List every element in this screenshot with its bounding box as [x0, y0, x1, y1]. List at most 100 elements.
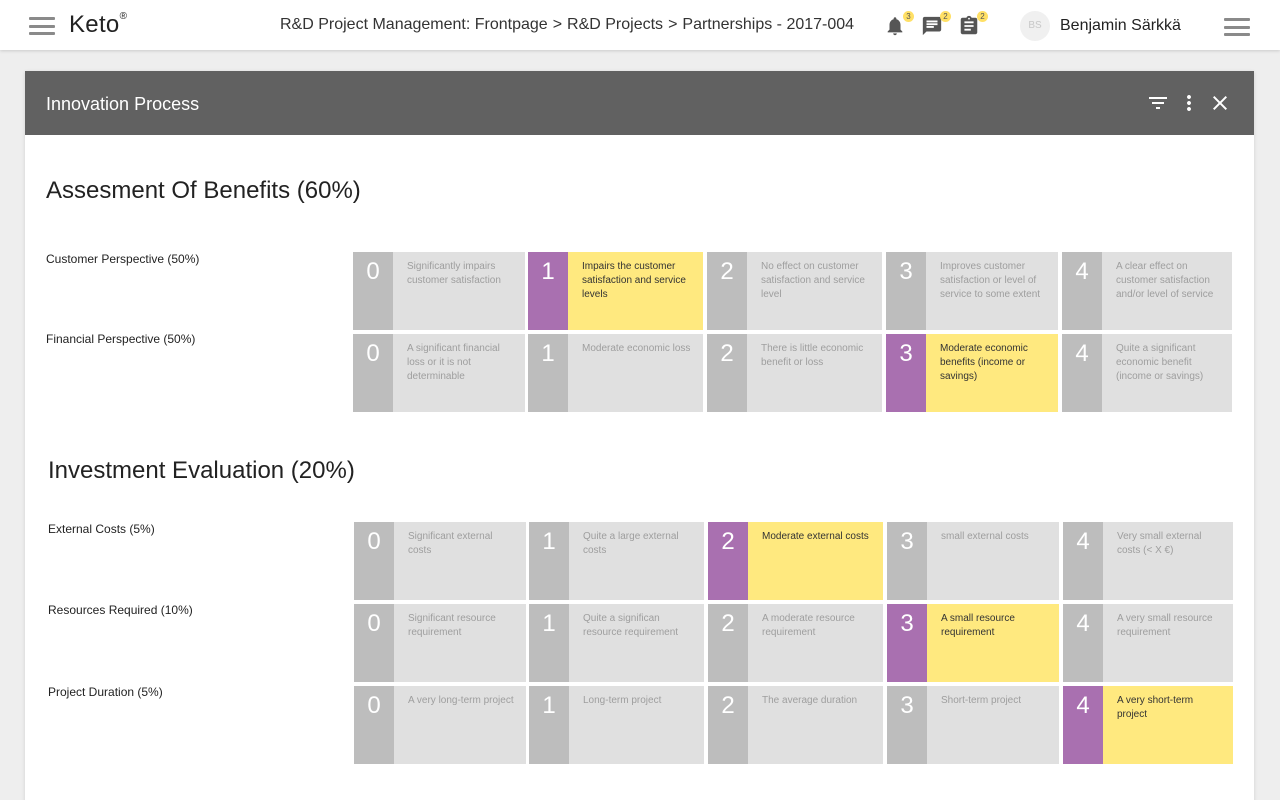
rating-cell[interactable]: 4 A very small resource requirement	[1063, 604, 1233, 682]
rating-cell-selected[interactable]: 1 Impairs the customer satisfaction and s…	[528, 252, 703, 330]
rating-score: 4	[1063, 522, 1103, 600]
rating-score: 3	[886, 334, 926, 412]
rating-score: 2	[708, 522, 748, 600]
top-bar: Keto® R&D Project Management: Frontpage >…	[0, 0, 1280, 50]
bell-icon	[887, 17, 903, 36]
rating-score: 3	[887, 604, 927, 682]
rating-cell[interactable]: 4 A clear effect on customer satisfaction…	[1062, 252, 1232, 330]
rating-description: A moderate resource requirement	[762, 613, 855, 638]
rating-cell-selected[interactable]: 3 A small resource requirement	[887, 604, 1059, 682]
rating-cell-selected[interactable]: 2 Moderate external costs	[708, 522, 883, 600]
breadcrumb-separator: >	[668, 16, 678, 33]
panel-title: Innovation Process	[46, 94, 200, 114]
row-label-resources: Resources Required (10%)	[48, 603, 193, 617]
rating-cell[interactable]: 1 Long-term project	[529, 686, 704, 764]
rating-score: 2	[708, 686, 748, 764]
rating-score: 4	[1062, 334, 1102, 412]
breadcrumb-current: Partnerships - 2017-004	[682, 16, 855, 33]
rating-description: A very short-term project	[1117, 695, 1194, 720]
rating-score: 4	[1063, 604, 1103, 682]
rating-score: 2	[707, 334, 747, 412]
more-vertical-icon	[1187, 95, 1191, 111]
messages-count-badge: 2	[940, 11, 951, 22]
rating-cell-selected[interactable]: 3 Moderate economic benefits (income or s…	[886, 334, 1058, 412]
rating-score: 0	[354, 604, 394, 682]
rating-description: There is little economic benefit or loss	[761, 343, 864, 368]
breadcrumb-frontpage[interactable]: R&D Project Management: Frontpage	[280, 16, 548, 33]
rating-score: 0	[354, 686, 394, 764]
rating-description: A very long-term project	[408, 695, 514, 706]
rating-cell[interactable]: 0 Significantly impairs customer satisfac…	[353, 252, 525, 330]
rating-cell[interactable]: 0 Significant resource requirement	[354, 604, 526, 682]
rating-cell[interactable]: 1 Moderate economic loss	[528, 334, 703, 412]
more-options-button[interactable]	[1177, 91, 1201, 115]
breadcrumb: R&D Project Management: Frontpage > R&D Pr…	[280, 16, 854, 34]
side-menu-icon[interactable]	[1224, 18, 1250, 36]
filter-icon	[1149, 97, 1167, 109]
rating-description: Quite a significant economic benefit (in…	[1116, 343, 1204, 382]
keto-logo[interactable]: Keto®	[69, 11, 128, 38]
panel-header: Innovation Process	[25, 71, 1254, 135]
rating-description: The average duration	[762, 695, 858, 706]
rating-cell[interactable]: 4 Very small external costs (< X €)	[1063, 522, 1233, 600]
row-label-external-costs: External Costs (5%)	[48, 522, 155, 536]
tasks-button[interactable]: 2	[958, 11, 988, 37]
rating-score: 1	[528, 252, 568, 330]
avatar[interactable]: BS	[1020, 11, 1050, 41]
rating-cell[interactable]: 3 small external costs	[887, 522, 1059, 600]
rating-description: A very small resource requirement	[1117, 613, 1213, 638]
rating-score: 1	[529, 522, 569, 600]
rating-description: A clear effect on customer satisfaction …	[1116, 261, 1214, 300]
notifications-button[interactable]: 3	[884, 11, 914, 37]
filter-button[interactable]	[1146, 91, 1170, 115]
rating-score: 1	[529, 604, 569, 682]
section-title-investment: Investment Evaluation (20%)	[48, 457, 355, 484]
rating-score: 0	[353, 334, 393, 412]
rating-cell[interactable]: 1 Quite a large external costs	[529, 522, 704, 600]
rating-cell[interactable]: 0 Significant external costs	[354, 522, 526, 600]
rating-description: Significantly impairs customer satisfact…	[407, 261, 501, 286]
rating-score: 3	[887, 522, 927, 600]
rating-score: 3	[886, 252, 926, 330]
rating-cell-selected[interactable]: 4 A very short-term project	[1063, 686, 1233, 764]
rating-score: 3	[887, 686, 927, 764]
rating-description: Significant resource requirement	[408, 613, 496, 638]
rating-description: Moderate economic benefits (income or sa…	[940, 343, 1028, 382]
rating-description: Moderate economic loss	[582, 343, 691, 354]
rating-cell[interactable]: 2 A moderate resource requirement	[708, 604, 883, 682]
rating-cell[interactable]: 2 No effect on customer satisfaction and …	[707, 252, 882, 330]
rating-description: Quite a large external costs	[583, 531, 679, 556]
close-button[interactable]	[1208, 91, 1232, 115]
user-name[interactable]: Benjamin Särkkä	[1060, 17, 1181, 34]
rating-score: 2	[708, 604, 748, 682]
rating-description: Quite a significan resource requirement	[583, 613, 679, 638]
rating-description: Short-term project	[941, 695, 1022, 706]
row-label-financial: Financial Perspective (50%)	[46, 332, 196, 346]
rating-description: Moderate external costs	[762, 531, 869, 542]
chat-icon	[922, 16, 942, 36]
rating-cell[interactable]: 4 Quite a significant economic benefit (i…	[1062, 334, 1232, 412]
section-title-benefits: Assesment Of Benefits (60%)	[46, 177, 361, 204]
rating-cell[interactable]: 3 Short-term project	[887, 686, 1059, 764]
breadcrumb-projects[interactable]: R&D Projects	[567, 16, 664, 33]
row-label-duration: Project Duration (5%)	[48, 685, 163, 699]
rating-description: Long-term project	[583, 695, 662, 706]
main-menu-icon[interactable]	[29, 17, 55, 35]
clipboard-icon	[960, 15, 978, 35]
rating-score: 0	[353, 252, 393, 330]
rating-cell[interactable]: 3 Improves customer satisfaction or level…	[886, 252, 1058, 330]
rating-score: 2	[707, 252, 747, 330]
rating-cell[interactable]: 0 A very long-term project	[354, 686, 526, 764]
messages-button[interactable]: 2	[921, 11, 951, 37]
rating-cell[interactable]: 1 Quite a significan resource requirement	[529, 604, 704, 682]
rating-score: 0	[354, 522, 394, 600]
notifications-count-badge: 3	[903, 11, 914, 22]
rating-description: A small resource requirement	[941, 613, 1015, 638]
rating-description: No effect on customer satisfaction and s…	[761, 261, 865, 300]
rating-cell[interactable]: 2 There is little economic benefit or los…	[707, 334, 882, 412]
rating-cell[interactable]: 2 The average duration	[708, 686, 883, 764]
rating-score: 4	[1062, 252, 1102, 330]
close-icon	[1213, 96, 1227, 110]
rating-cell[interactable]: 0 A significant financial loss or it is n…	[353, 334, 525, 412]
rating-description: Significant external costs	[408, 531, 493, 556]
